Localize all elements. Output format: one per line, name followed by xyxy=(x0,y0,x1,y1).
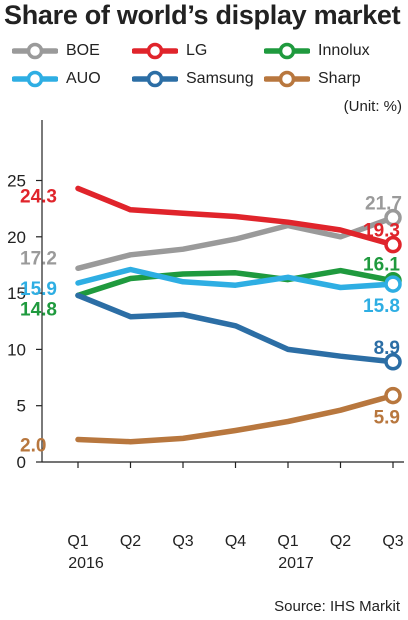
source-label: Source: IHS Markit xyxy=(274,598,400,615)
end-marker-sharp xyxy=(384,386,402,405)
x-tick-label: Q2 xyxy=(330,533,351,550)
end-marker-auo xyxy=(384,275,402,293)
series-line-samsung xyxy=(75,292,396,365)
end-marker-boe xyxy=(384,208,402,227)
legend-item-innolux: Innolux xyxy=(264,40,370,62)
series-line-lg xyxy=(75,185,396,248)
x-tick-label: Q4 xyxy=(225,533,246,550)
series-line-innolux xyxy=(75,267,396,299)
legend-swatch-lg xyxy=(132,42,178,60)
x-tick-label: Q3 xyxy=(172,533,193,550)
legend-label-boe: BOE xyxy=(66,42,100,59)
legend-item-sharp: Sharp xyxy=(264,68,361,90)
legend-swatch-samsung xyxy=(132,70,178,88)
legend-item-auo: AUO xyxy=(12,68,101,90)
unit-label: (Unit: %) xyxy=(343,98,402,115)
y-tick-label: 25 xyxy=(7,172,26,191)
data-label-lg: 19.3 xyxy=(363,221,400,242)
y-tick-label: 15 xyxy=(7,284,26,303)
legend-item-lg: LG xyxy=(132,40,207,62)
x-tick-label: Q2 xyxy=(120,533,141,550)
series-line-boe xyxy=(75,214,396,272)
data-label-innolux: 14.8 xyxy=(20,299,57,320)
y-tick-label: 0 xyxy=(17,453,26,472)
legend-swatch-boe xyxy=(12,42,58,60)
x-tick-label: Q3 xyxy=(382,533,403,550)
legend-label-samsung: Samsung xyxy=(186,70,254,87)
legend-swatch-innolux xyxy=(264,42,310,60)
legend-label-sharp: Sharp xyxy=(318,70,361,87)
x-tick-label: Q1 xyxy=(277,533,298,550)
series-line-auo xyxy=(75,266,396,291)
legend-item-samsung: Samsung xyxy=(132,68,254,90)
y-tick-label: 10 xyxy=(7,340,26,359)
x-year-label: 2017 xyxy=(278,555,314,572)
x-tick-label: Q1 xyxy=(67,533,88,550)
data-label-lg: 24.3 xyxy=(20,186,57,207)
chart-title: Share of world’s display market xyxy=(4,0,401,30)
data-label-sharp: 2.0 xyxy=(20,435,46,456)
legend-swatch-sharp xyxy=(264,70,310,88)
legend-label-auo: AUO xyxy=(66,70,101,87)
data-label-innolux: 16.1 xyxy=(363,255,400,276)
y-tick-label: 5 xyxy=(17,397,26,416)
data-label-sharp: 5.9 xyxy=(374,408,400,429)
y-tick-label: 20 xyxy=(7,228,26,247)
data-label-auo: 15.8 xyxy=(363,296,400,317)
end-marker-samsung xyxy=(384,353,402,371)
legend-label-innolux: Innolux xyxy=(318,42,370,59)
data-label-auo: 15.9 xyxy=(20,279,57,300)
x-year-label: 2016 xyxy=(68,555,104,572)
legend-item-boe: BOE xyxy=(12,40,100,62)
legend-label-lg: LG xyxy=(186,42,208,59)
legend-swatch-auo xyxy=(12,70,58,88)
legend: BOE LG Innolux AUO Samsung Sharp xyxy=(12,40,408,90)
data-label-boe: 17.2 xyxy=(20,248,57,269)
data-label-boe: 21.7 xyxy=(365,194,402,215)
data-label-samsung: 8.9 xyxy=(374,338,400,359)
series-line-sharp xyxy=(75,392,396,445)
end-marker-lg xyxy=(384,235,402,254)
